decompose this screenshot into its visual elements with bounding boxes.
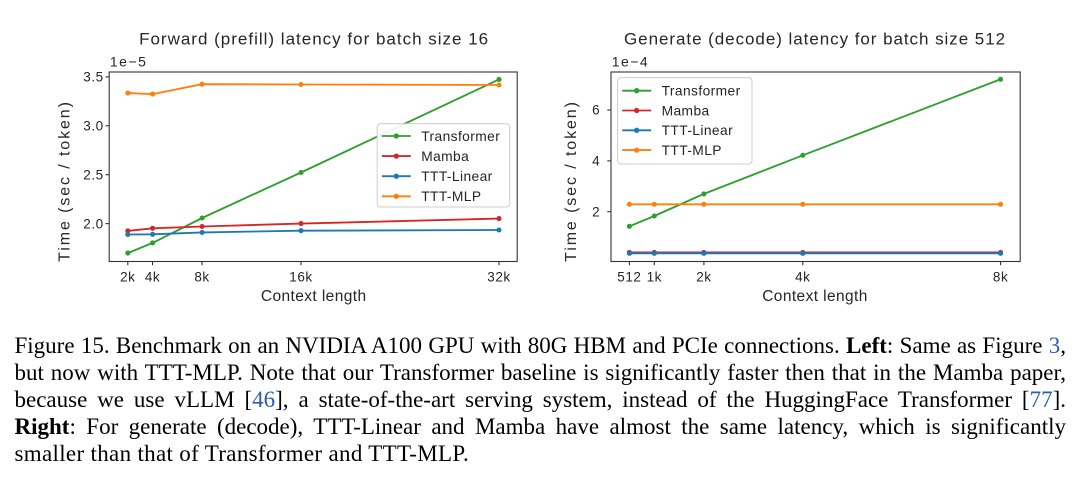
svg-text:8k: 8k	[993, 269, 1008, 284]
svg-text:Mamba: Mamba	[662, 103, 710, 118]
svg-text:Context length: Context length	[762, 288, 868, 305]
svg-text:3.5: 3.5	[83, 70, 103, 85]
svg-text:TTT-Linear: TTT-Linear	[421, 169, 492, 184]
svg-text:TTT-MLP: TTT-MLP	[421, 189, 481, 204]
svg-text:8k: 8k	[194, 269, 209, 284]
svg-text:TTT-Linear: TTT-Linear	[662, 123, 733, 138]
svg-text:2k: 2k	[120, 269, 135, 284]
svg-text:1e−5: 1e−5	[110, 54, 148, 70]
svg-text:32k: 32k	[487, 269, 510, 284]
svg-text:Context length: Context length	[261, 288, 367, 305]
svg-text:512: 512	[617, 269, 641, 284]
svg-text:Generate (decode) latency for: Generate (decode) latency for batch size…	[624, 30, 1006, 49]
svg-text:4k: 4k	[795, 269, 810, 284]
svg-text:Forward (prefill) latency for: Forward (prefill) latency for batch size…	[139, 30, 489, 49]
svg-text:2.5: 2.5	[83, 167, 103, 182]
svg-text:4k: 4k	[145, 269, 160, 284]
svg-text:TTT-MLP: TTT-MLP	[662, 143, 722, 158]
svg-text:4: 4	[592, 154, 600, 169]
svg-text:1k: 1k	[647, 269, 662, 284]
svg-text:Transformer: Transformer	[421, 129, 500, 144]
svg-text:1e−4: 1e−4	[612, 54, 650, 70]
svg-text:Time (sec / token): Time (sec / token)	[57, 100, 74, 262]
svg-text:Mamba: Mamba	[421, 149, 469, 164]
svg-text:Transformer: Transformer	[662, 84, 741, 99]
svg-text:6: 6	[592, 103, 600, 118]
svg-text:Time (sec / token): Time (sec / token)	[563, 100, 580, 262]
svg-text:2: 2	[592, 204, 600, 219]
svg-text:2.0: 2.0	[83, 216, 103, 231]
svg-text:3.0: 3.0	[83, 119, 103, 134]
svg-text:16k: 16k	[289, 269, 312, 284]
svg-text:2k: 2k	[696, 269, 711, 284]
